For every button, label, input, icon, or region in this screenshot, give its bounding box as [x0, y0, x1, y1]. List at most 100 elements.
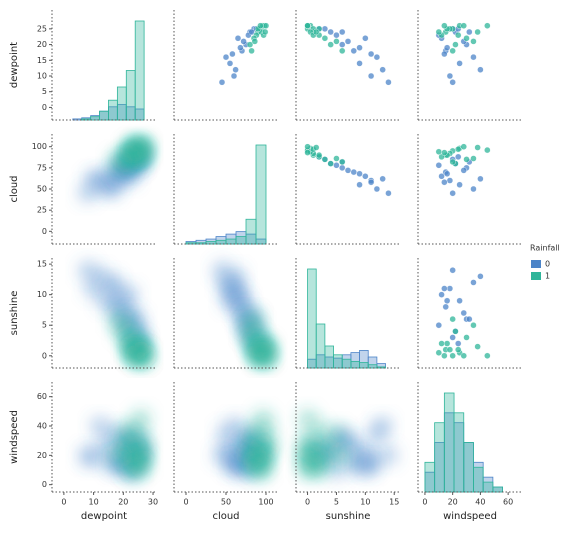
y-axis-label: dewpoint — [9, 42, 20, 88]
kde-blob — [103, 171, 126, 194]
kde-blob — [76, 259, 99, 282]
x-axis-label: cloud — [212, 511, 239, 522]
scatter-point — [441, 285, 448, 292]
legend-label: 1 — [545, 272, 550, 281]
kde-blob — [377, 444, 400, 467]
scatter-point — [333, 162, 340, 169]
scatter-point — [304, 149, 311, 156]
scatter-point — [262, 28, 269, 36]
panel — [296, 407, 400, 481]
scatter-point — [477, 273, 484, 280]
hist-bar — [463, 442, 474, 493]
x-axis-label: sunshine — [326, 511, 371, 522]
hist-bar — [359, 362, 369, 369]
scatter-point — [232, 66, 239, 73]
y-tick-label: 10 — [37, 290, 47, 299]
scatter-point — [484, 352, 491, 359]
hist-bar — [424, 461, 436, 493]
scatter-point — [385, 79, 392, 86]
scatter-point — [470, 155, 477, 162]
scatter-point — [339, 164, 346, 172]
hist-bar — [473, 466, 484, 493]
hist-bar — [324, 345, 334, 369]
scatter-point — [470, 38, 477, 45]
x-tick-label: 100 — [258, 498, 273, 507]
scatter-point — [449, 352, 456, 359]
hist-bar — [116, 86, 127, 121]
x-tick-label: 0 — [61, 498, 66, 507]
scatter-point — [226, 60, 234, 67]
scatter-point — [443, 44, 451, 51]
kde-blob — [254, 335, 277, 358]
scatter-point — [460, 167, 467, 174]
scatter-point — [443, 170, 451, 177]
panel — [211, 259, 277, 367]
scatter-point — [460, 309, 467, 317]
hist-bar — [245, 218, 257, 245]
scatter-point — [470, 322, 477, 329]
scatter-point — [339, 158, 346, 166]
kde-blob — [103, 277, 126, 300]
panel — [211, 407, 277, 481]
scatter-point — [333, 155, 340, 162]
scatter-point — [313, 28, 320, 36]
scatter-point — [379, 175, 386, 183]
y-tick-label: 15 — [37, 260, 47, 269]
scatter-point — [229, 50, 236, 58]
hist-bar — [235, 236, 247, 245]
y-tick-label: 0 — [42, 103, 47, 112]
y-axis-label: windspeed — [9, 410, 20, 464]
legend-swatch — [531, 260, 541, 268]
panel — [304, 22, 392, 86]
scatter-point — [441, 50, 448, 58]
scatter-point — [385, 190, 392, 197]
scatter-point — [327, 41, 334, 48]
scatter-point — [333, 38, 340, 45]
panel — [218, 22, 270, 86]
scatter-point — [446, 285, 454, 292]
hist-bar — [492, 486, 503, 493]
kde-blob — [221, 277, 244, 300]
hist-bar — [195, 242, 207, 245]
scatter-point — [470, 185, 477, 193]
panel — [185, 144, 267, 245]
kde-blob — [88, 415, 111, 437]
hist-bar — [307, 268, 317, 369]
scatter-point — [262, 22, 270, 29]
kde-blob — [371, 415, 394, 437]
scatter-point — [460, 143, 467, 150]
kde-blob — [106, 150, 129, 173]
hist-bar — [255, 144, 267, 245]
kde-blob — [325, 422, 348, 445]
scatter-point — [218, 79, 226, 86]
scatter-point — [443, 340, 451, 347]
scatter-point — [438, 291, 445, 298]
hist-bar — [125, 70, 136, 121]
x-tick-label: 40 — [475, 498, 485, 507]
scatter-point — [463, 334, 470, 341]
scatter-point — [446, 72, 454, 80]
scatter-point — [304, 22, 311, 29]
hist-bar — [482, 481, 494, 493]
scatter-point — [435, 322, 442, 329]
scatter-point — [455, 146, 462, 153]
scatter-point — [356, 181, 363, 188]
scatter-point — [449, 315, 456, 323]
scatter-point — [466, 28, 473, 36]
panel — [76, 135, 153, 205]
hist-bar — [108, 99, 118, 121]
y-tick-label: 20 — [37, 451, 47, 460]
kde-blob — [124, 136, 147, 159]
kde-blob — [360, 453, 383, 476]
scatter-point — [304, 143, 311, 150]
scatter-point — [367, 72, 375, 80]
scatter-point — [350, 47, 357, 55]
scatter-point — [362, 173, 369, 180]
scatter-point — [333, 31, 340, 39]
hist-bar — [215, 239, 227, 245]
y-tick-label: 25 — [37, 206, 47, 215]
scatter-point — [339, 28, 346, 36]
scatter-point — [339, 47, 346, 55]
x-tick-label: 50 — [221, 498, 231, 507]
scatter-point — [321, 156, 329, 163]
